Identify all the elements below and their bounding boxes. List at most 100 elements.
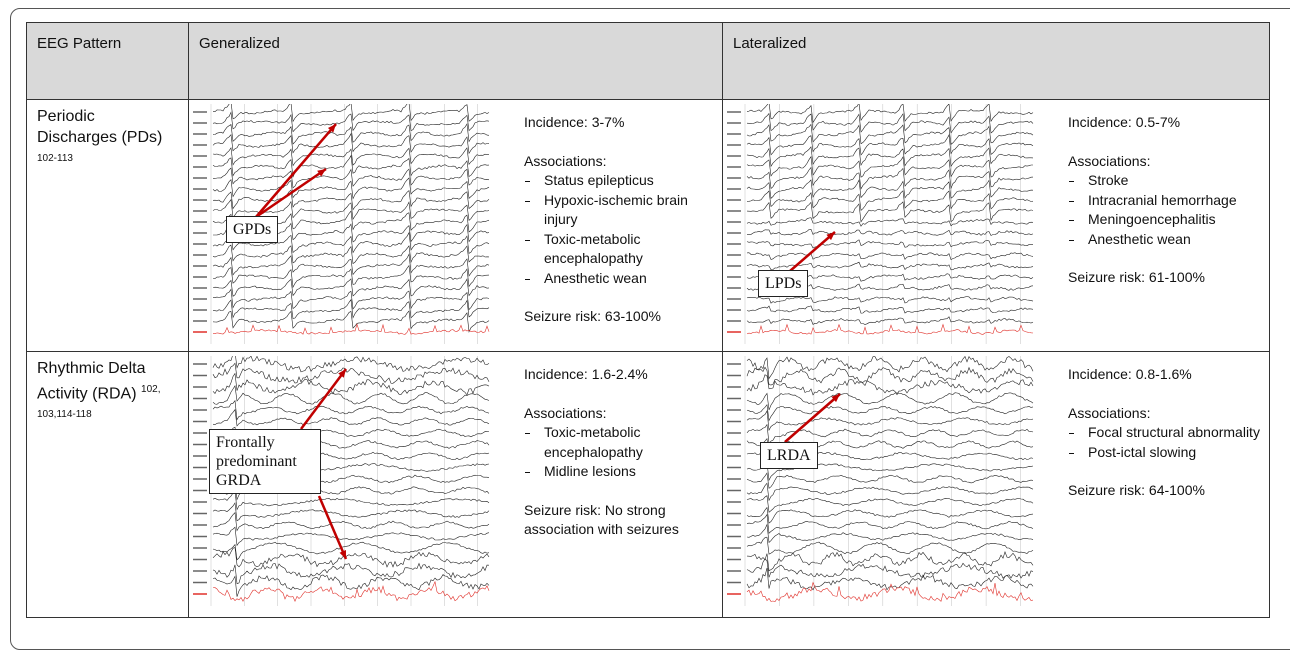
eeg-image <box>725 356 1035 606</box>
image-label: Frontally predominant GRDA <box>209 429 321 494</box>
pattern-cell: Periodic Discharges (PDs) 102-113 <box>27 100 189 352</box>
eeg-trace <box>213 190 489 210</box>
eeg-trace <box>213 503 489 521</box>
associations-title: Associations: <box>524 152 715 172</box>
eeg-trace <box>747 229 1033 235</box>
eeg-trace <box>213 582 489 602</box>
arrow <box>790 232 835 271</box>
header-cell: Generalized <box>189 23 723 100</box>
eeg-trace <box>747 240 1033 248</box>
eeg-trace <box>747 135 1033 155</box>
association: Post-ictal slowing <box>1068 443 1262 463</box>
eeg-trace <box>747 496 1033 513</box>
eeg-table: EEG Pattern Generalized Lateralized Peri… <box>26 22 1270 618</box>
eeg-trace <box>747 297 1033 304</box>
image-label: LPDs <box>758 270 808 297</box>
eeg-trace <box>747 367 1033 385</box>
pattern: Rhythmic Delta Activity (RDA) <box>37 360 145 402</box>
eeg-trace <box>213 356 489 372</box>
incidence: Incidence: 1.6-2.4% <box>524 365 715 385</box>
image-label: LRDA <box>760 442 818 469</box>
eeg-trace <box>213 527 489 545</box>
page: EEG Pattern Generalized Lateralized Peri… <box>0 0 1290 618</box>
row: Rhythmic Delta Activity (RDA) 102, 103,1… <box>27 352 1270 618</box>
eeg-trace <box>213 168 489 188</box>
association: Status epilepticus <box>524 171 715 191</box>
eeg-trace <box>747 515 1033 534</box>
pattern-cell: Rhythmic Delta Activity (RDA) 102, 103,1… <box>27 352 189 618</box>
eeg-trace <box>213 374 489 395</box>
associations: Status epilepticusHypoxic-ischemic brain… <box>524 171 715 288</box>
associations-title: Associations: <box>1068 404 1262 424</box>
eeg-trace <box>213 401 489 420</box>
cell: Frontally predominant GRDA Incidence: 1.6… <box>189 352 723 618</box>
eeg-trace <box>747 114 1033 133</box>
eeg-trace <box>213 266 489 288</box>
eeg-trace <box>213 363 489 383</box>
eeg-trace <box>213 324 489 334</box>
association: Anesthetic wean <box>524 269 715 289</box>
eeg-trace <box>747 191 1033 211</box>
eeg-trace <box>747 483 1033 500</box>
arrow <box>785 394 840 442</box>
eeg-trace <box>747 157 1033 178</box>
incidence: Incidence: 0.8-1.6% <box>1068 365 1262 385</box>
image-label: GPDs <box>226 216 278 243</box>
arrow <box>319 496 346 559</box>
associations: Focal structural abnormalityPost-ictal s… <box>1068 423 1262 462</box>
eeg-trace <box>747 253 1033 260</box>
association: Toxic-metabolic encephalopathy <box>524 230 715 269</box>
header-cell: EEG Pattern <box>27 23 189 100</box>
eeg-trace <box>747 559 1033 578</box>
eeg-trace <box>213 410 489 426</box>
association: Focal structural abnormality <box>1068 423 1262 443</box>
row: Periodic Discharges (PDs) 102-113 GPDs In… <box>27 100 1270 352</box>
eeg-trace <box>747 202 1033 222</box>
eeg-trace <box>747 508 1033 524</box>
eeg-trace <box>747 473 1033 488</box>
eeg-trace <box>747 180 1033 198</box>
seizure-risk: Seizure risk: 63-100% <box>524 307 715 327</box>
incidence: Incidence: 3-7% <box>524 113 715 133</box>
eeg-trace <box>747 375 1033 395</box>
association: Intracranial hemorrhage <box>1068 191 1262 211</box>
eeg-trace <box>747 537 1033 554</box>
eeg-trace <box>747 147 1033 166</box>
cell: LRDA Incidence: 0.8-1.6% Associations:Foca… <box>723 352 1270 618</box>
association: Meningoencephalitis <box>1068 210 1262 230</box>
cell-info: Incidence: 0.8-1.6% Associations:Focal st… <box>1068 365 1262 520</box>
association: Hypoxic-ischemic brain injury <box>524 191 715 230</box>
eeg-trace <box>747 552 1033 571</box>
eeg-trace <box>747 218 1033 227</box>
eeg-trace <box>213 254 489 276</box>
eeg-trace <box>213 156 489 177</box>
eeg-trace <box>747 411 1033 430</box>
pattern: Periodic Discharges (PDs) <box>37 108 162 146</box>
eeg-image <box>725 104 1035 344</box>
cell-info: Incidence: 1.6-2.4% Associations:Toxic-me… <box>524 365 715 559</box>
eeg-trace <box>747 104 1033 122</box>
associations-title: Associations: <box>524 404 715 424</box>
eeg-trace <box>213 575 489 597</box>
eeg-trace <box>747 357 1033 379</box>
eeg-trace <box>747 583 1033 602</box>
seizure-risk: Seizure risk: No strong association with… <box>524 501 715 540</box>
refs: 102-113 <box>37 153 73 164</box>
associations-title: Associations: <box>1068 152 1262 172</box>
eeg-trace <box>747 317 1033 325</box>
seizure-risk: Seizure risk: 61-100% <box>1068 268 1262 288</box>
eeg-trace <box>213 300 489 319</box>
eeg-trace <box>213 542 489 560</box>
eeg-trace <box>747 306 1033 313</box>
association: Toxic-metabolic encephalopathy <box>524 423 715 462</box>
eeg-trace <box>747 405 1033 421</box>
cell: LPDs Incidence: 0.5-7%Associations:Stroke… <box>723 100 1270 352</box>
eeg-trace <box>213 104 489 121</box>
eeg-trace <box>213 386 489 404</box>
eeg-trace <box>213 548 489 568</box>
association: Stroke <box>1068 171 1262 191</box>
seizure-risk: Seizure risk: 64-100% <box>1068 481 1262 501</box>
